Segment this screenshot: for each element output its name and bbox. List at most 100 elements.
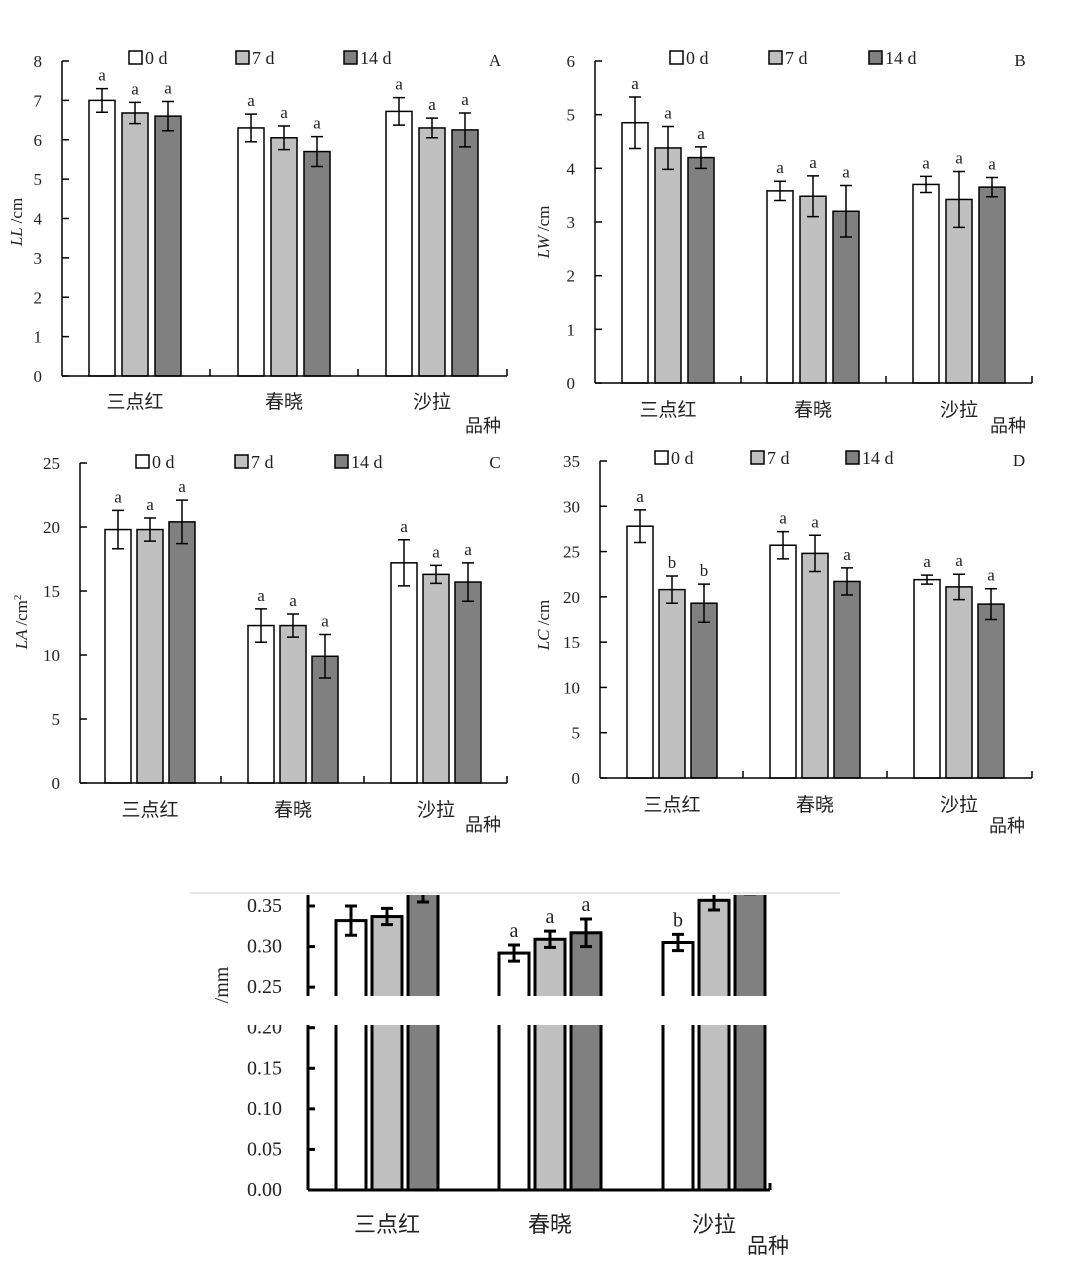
bar-0d-0 — [334, 919, 368, 1192]
error-bar — [319, 633, 331, 679]
error-bar — [393, 96, 405, 126]
significance-letter: a — [428, 95, 436, 114]
bar-7d-0 — [121, 112, 149, 377]
error-bar — [807, 175, 819, 218]
error-bar — [278, 125, 290, 151]
significance-letter: a — [289, 591, 297, 610]
category-label: 沙拉 — [417, 799, 455, 821]
legend-item: 14 d — [868, 48, 917, 68]
y-tick-label: 0 — [572, 769, 581, 788]
error-bar — [698, 583, 710, 623]
significance-letter: a — [842, 163, 850, 182]
category-label: 沙拉 — [940, 794, 978, 816]
bar-7d-2 — [697, 898, 731, 1192]
error-bar — [287, 613, 299, 638]
y-tick-label: 4 — [567, 159, 576, 178]
y-tick-label: 0 — [34, 367, 43, 386]
significance-letter: b — [673, 909, 683, 931]
error-bar — [381, 906, 393, 927]
significance-letter: a — [510, 920, 519, 942]
y-tick-label: 6 — [34, 131, 43, 150]
bar-0d-2 — [913, 578, 941, 779]
bar-7d-0 — [370, 915, 404, 1192]
bar-0d-2 — [661, 941, 695, 1192]
significance-letter: a — [432, 542, 440, 561]
bar-7d-2 — [418, 127, 446, 377]
significance-letter: a — [98, 66, 106, 85]
bar-0d-1 — [766, 190, 794, 384]
error-bar — [245, 113, 257, 143]
bar-7d-1 — [279, 624, 307, 784]
significance-letter: a — [280, 103, 288, 122]
legend-swatch — [343, 50, 358, 65]
error-bar — [255, 608, 267, 643]
bar-0d-1 — [237, 127, 265, 377]
bar-14d-1 — [833, 580, 861, 779]
error-bar — [459, 112, 471, 148]
bar-7d-1 — [799, 195, 827, 384]
y-axis-label: LW /cm — [534, 206, 553, 260]
bar-14d-2 — [451, 129, 479, 377]
legend-item: 14 d — [334, 452, 383, 472]
x-axis-label: 品种 — [989, 816, 1025, 836]
legend-swatch — [128, 50, 143, 65]
y-tick-label: 8 — [34, 52, 43, 71]
error-bar — [695, 146, 707, 170]
x-axis-label: 品种 — [747, 1234, 789, 1258]
axis-break — [228, 996, 828, 1025]
significance-letter: a — [546, 906, 555, 928]
legend-label: 14 d — [351, 452, 383, 472]
category-label: 春晓 — [274, 799, 312, 821]
significance-letter: a — [843, 545, 851, 564]
bar-0d-1 — [497, 951, 531, 1192]
bar-7d-0 — [658, 588, 686, 779]
significance-letter: a — [955, 551, 963, 570]
significance-letter: a — [395, 75, 403, 94]
bar-14d-0 — [154, 115, 182, 377]
significance-letter: a — [247, 91, 255, 110]
significance-letter: a — [164, 79, 172, 98]
y-tick-label: 0.30 — [247, 936, 282, 958]
significance-letter: a — [313, 114, 321, 133]
legend-item: 14 d — [845, 448, 894, 468]
y-tick-label: 30 — [563, 497, 580, 516]
x-axis-label: 品种 — [465, 416, 501, 436]
error-bar — [580, 917, 592, 949]
significance-letter: a — [955, 149, 963, 168]
error-bar — [311, 135, 323, 168]
panel-letter: D — [1013, 451, 1025, 470]
error-bar — [953, 573, 965, 601]
error-bar — [176, 499, 188, 545]
error-bar — [744, 895, 756, 896]
category-label: 春晓 — [796, 794, 834, 816]
panel-letter: C — [489, 453, 500, 472]
panel-E: a baa0.000.050.100.150.200.250.300.35三点红春… — [190, 892, 840, 1258]
error-bar — [662, 125, 674, 171]
category-label: 三点红 — [643, 794, 700, 816]
legend-swatch — [135, 454, 150, 469]
bar-14d-0 — [406, 895, 440, 1192]
error-bar — [96, 87, 108, 113]
bar-14d-2 — [978, 186, 1006, 384]
error-bar — [398, 539, 410, 587]
legend-label: 7 d — [251, 452, 274, 472]
y-axis-label: LC /cm — [534, 600, 553, 652]
significance-letter: a — [146, 495, 154, 514]
bar-14d-0 — [687, 156, 715, 384]
category-label: 三点红 — [354, 1212, 420, 1237]
error-bar — [508, 943, 520, 963]
y-tick-label: 25 — [43, 454, 60, 473]
error-bar — [462, 562, 474, 602]
significance-letter: a — [400, 517, 408, 536]
bar-7d-1 — [533, 937, 567, 1192]
error-bar — [417, 895, 429, 904]
error-bar — [953, 170, 965, 229]
y-tick-label: 35 — [563, 452, 580, 471]
legend-swatch — [234, 454, 249, 469]
error-bar — [629, 96, 641, 150]
legend-label: 0 d — [152, 452, 175, 472]
